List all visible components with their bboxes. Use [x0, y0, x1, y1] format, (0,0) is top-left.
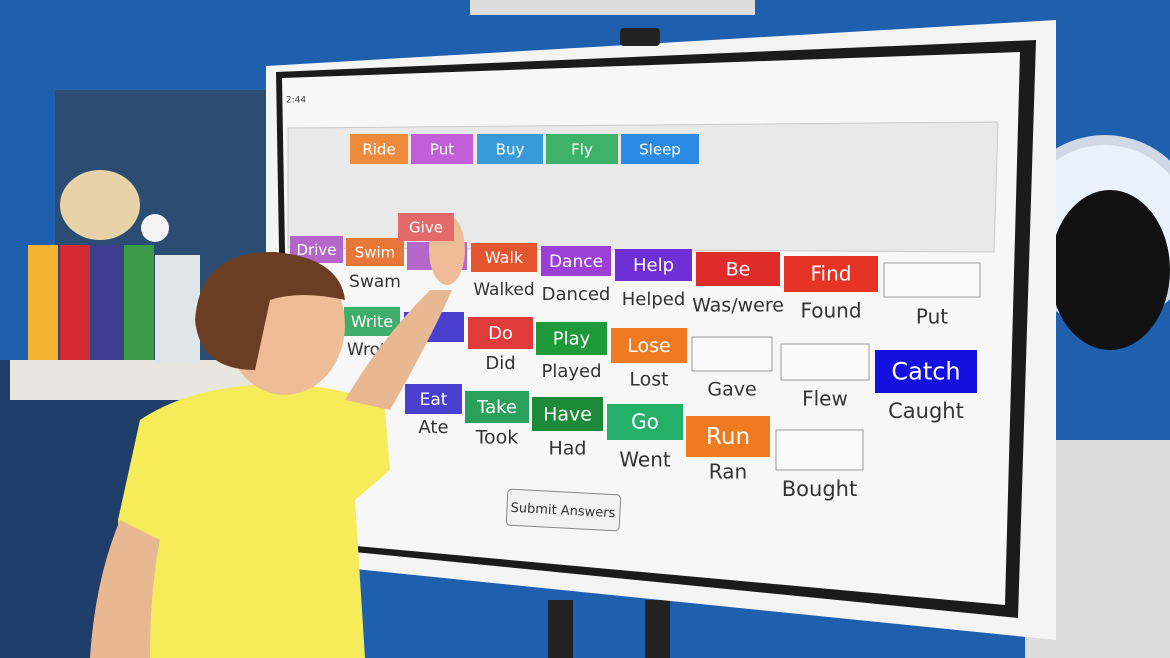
stand — [645, 600, 670, 658]
drop-slot[interactable] — [883, 262, 981, 298]
poster-penguin — [1050, 190, 1170, 350]
past-form: Ate — [418, 417, 448, 438]
verb-tile[interactable] — [607, 404, 683, 440]
verb-label: Lose — [627, 335, 670, 357]
past-form: Lost — [629, 369, 668, 391]
dragged: Give — [398, 213, 454, 241]
past-form: Did — [485, 353, 515, 374]
verb-label: Dance — [549, 252, 603, 272]
word-tile-label: Fly — [571, 141, 593, 159]
verb-label: Do — [488, 323, 513, 344]
verb-label: Walk — [485, 248, 524, 267]
past-form: Flew — [802, 387, 848, 411]
verb-tile[interactable] — [536, 322, 607, 355]
book — [92, 245, 122, 360]
verb-label: Help — [633, 255, 674, 276]
verb-label: Drive — [297, 241, 337, 259]
verb-tile[interactable] — [686, 416, 770, 457]
frame-top — [470, 0, 755, 15]
verb-label: Find — [811, 262, 852, 286]
verb-label: Take — [476, 397, 517, 418]
timer: 2:44 — [286, 96, 306, 106]
past-form: Danced — [542, 284, 611, 305]
word-tile-label: Ride — [362, 141, 395, 159]
verb-tile[interactable] — [611, 328, 687, 363]
word-tile[interactable] — [621, 134, 699, 164]
verb-tile[interactable] — [405, 384, 462, 414]
verb-label: Have — [543, 404, 592, 426]
drop-slot[interactable] — [780, 343, 870, 381]
webcam — [620, 28, 660, 46]
word-tile-label: Sleep — [639, 141, 681, 159]
verb-tile[interactable] — [471, 243, 537, 272]
drop-slot[interactable] — [775, 429, 864, 471]
verb-label: Go — [631, 410, 659, 434]
verb-tile[interactable] — [784, 256, 878, 292]
word-tile[interactable] — [546, 134, 618, 164]
verb-tile[interactable] — [465, 391, 529, 423]
drop-slot[interactable] — [691, 336, 773, 372]
past-form: Gave — [707, 379, 756, 401]
dragged-label: Give — [409, 219, 443, 237]
verb-tile[interactable] — [468, 317, 533, 349]
verb-label: Swim — [355, 244, 396, 262]
book — [28, 245, 58, 360]
hair — [195, 251, 345, 370]
verb-tile[interactable] — [615, 249, 692, 281]
verb-tile[interactable] — [875, 350, 977, 393]
arm — [345, 290, 452, 410]
word-tile[interactable] — [350, 134, 408, 164]
past-form: Found — [800, 299, 861, 323]
past-form: Went — [619, 448, 671, 472]
verb-label: Eat — [420, 390, 448, 410]
verb-label: Be — [726, 259, 751, 281]
past-form: Swam — [349, 272, 401, 292]
toy-camel — [60, 170, 140, 240]
stand — [548, 600, 573, 658]
book — [124, 245, 154, 360]
boy — [90, 215, 465, 658]
exercise: Ride Put Buy Fly Sleep Drive Swim Swam Walk Walke… — [290, 134, 981, 532]
verb-tile[interactable] — [696, 252, 780, 286]
verb-tile[interactable] — [532, 397, 603, 431]
past-form: Bought — [782, 477, 857, 501]
past-form: Played — [541, 361, 601, 382]
past-form: Walked — [473, 280, 534, 300]
past-form: Was/were — [692, 295, 784, 317]
dragged-tile[interactable] — [398, 213, 454, 241]
word-tile[interactable] — [477, 134, 543, 164]
book — [60, 245, 90, 360]
past-form: Caught — [888, 399, 964, 423]
submit-button[interactable] — [505, 488, 622, 532]
submit-label: Submit Answers — [510, 501, 616, 521]
left-arm — [90, 520, 160, 658]
word-tile-label: Put — [430, 141, 454, 159]
verb-label: Catch — [891, 358, 960, 386]
verb-tile[interactable] — [346, 238, 404, 266]
past-form: Took — [475, 427, 519, 449]
box — [155, 255, 200, 363]
shirt — [118, 384, 390, 658]
verb-tile[interactable] — [344, 307, 400, 336]
verb-label: Write — [351, 312, 393, 331]
word-tile-label: Buy — [496, 141, 525, 159]
verb-label: Play — [553, 329, 591, 350]
past-form: Ran — [709, 460, 747, 484]
word-tile[interactable] — [411, 134, 473, 164]
verb-tile[interactable] — [541, 246, 611, 276]
past-form: Put — [916, 305, 948, 329]
past-form: Had — [549, 438, 587, 460]
past-form: Helped — [622, 289, 686, 310]
verb-label: Run — [706, 424, 750, 450]
camera — [141, 214, 169, 242]
